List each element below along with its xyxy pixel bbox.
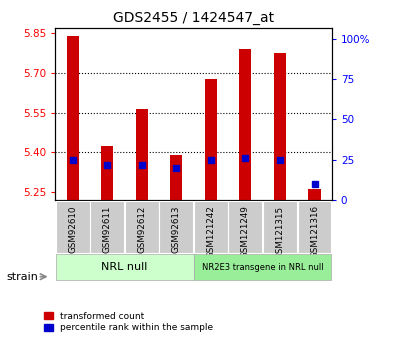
Text: GSM121316: GSM121316 — [310, 205, 319, 258]
Bar — [263, 201, 297, 253]
Text: strain: strain — [6, 272, 38, 282]
Text: GSM121242: GSM121242 — [206, 205, 215, 258]
Bar — [56, 201, 90, 253]
Bar — [159, 201, 193, 253]
Bar — [308, 189, 321, 200]
Text: GSM92612: GSM92612 — [137, 205, 146, 253]
Text: NRL null: NRL null — [101, 262, 148, 272]
Text: GSM92611: GSM92611 — [103, 205, 112, 253]
Bar — [239, 49, 252, 200]
Bar — [66, 36, 79, 200]
Text: NR2E3 transgene in NRL null: NR2E3 transgene in NRL null — [202, 263, 324, 272]
Bar — [56, 254, 194, 280]
Text: GSM121315: GSM121315 — [275, 205, 284, 258]
Bar — [205, 79, 217, 200]
Bar — [135, 109, 148, 200]
Legend: transformed count, percentile rank within the sample: transformed count, percentile rank withi… — [44, 312, 213, 332]
Bar — [125, 201, 159, 253]
Bar — [297, 201, 331, 253]
Bar — [101, 146, 113, 200]
Bar — [194, 254, 331, 280]
Bar — [194, 201, 228, 253]
Text: GSM92610: GSM92610 — [68, 205, 77, 253]
Bar — [274, 53, 286, 200]
Text: GSM121249: GSM121249 — [241, 205, 250, 258]
Bar — [228, 201, 262, 253]
Bar — [90, 201, 124, 253]
Title: GDS2455 / 1424547_at: GDS2455 / 1424547_at — [113, 11, 274, 25]
Text: GSM92613: GSM92613 — [172, 205, 181, 253]
Bar — [170, 155, 182, 200]
